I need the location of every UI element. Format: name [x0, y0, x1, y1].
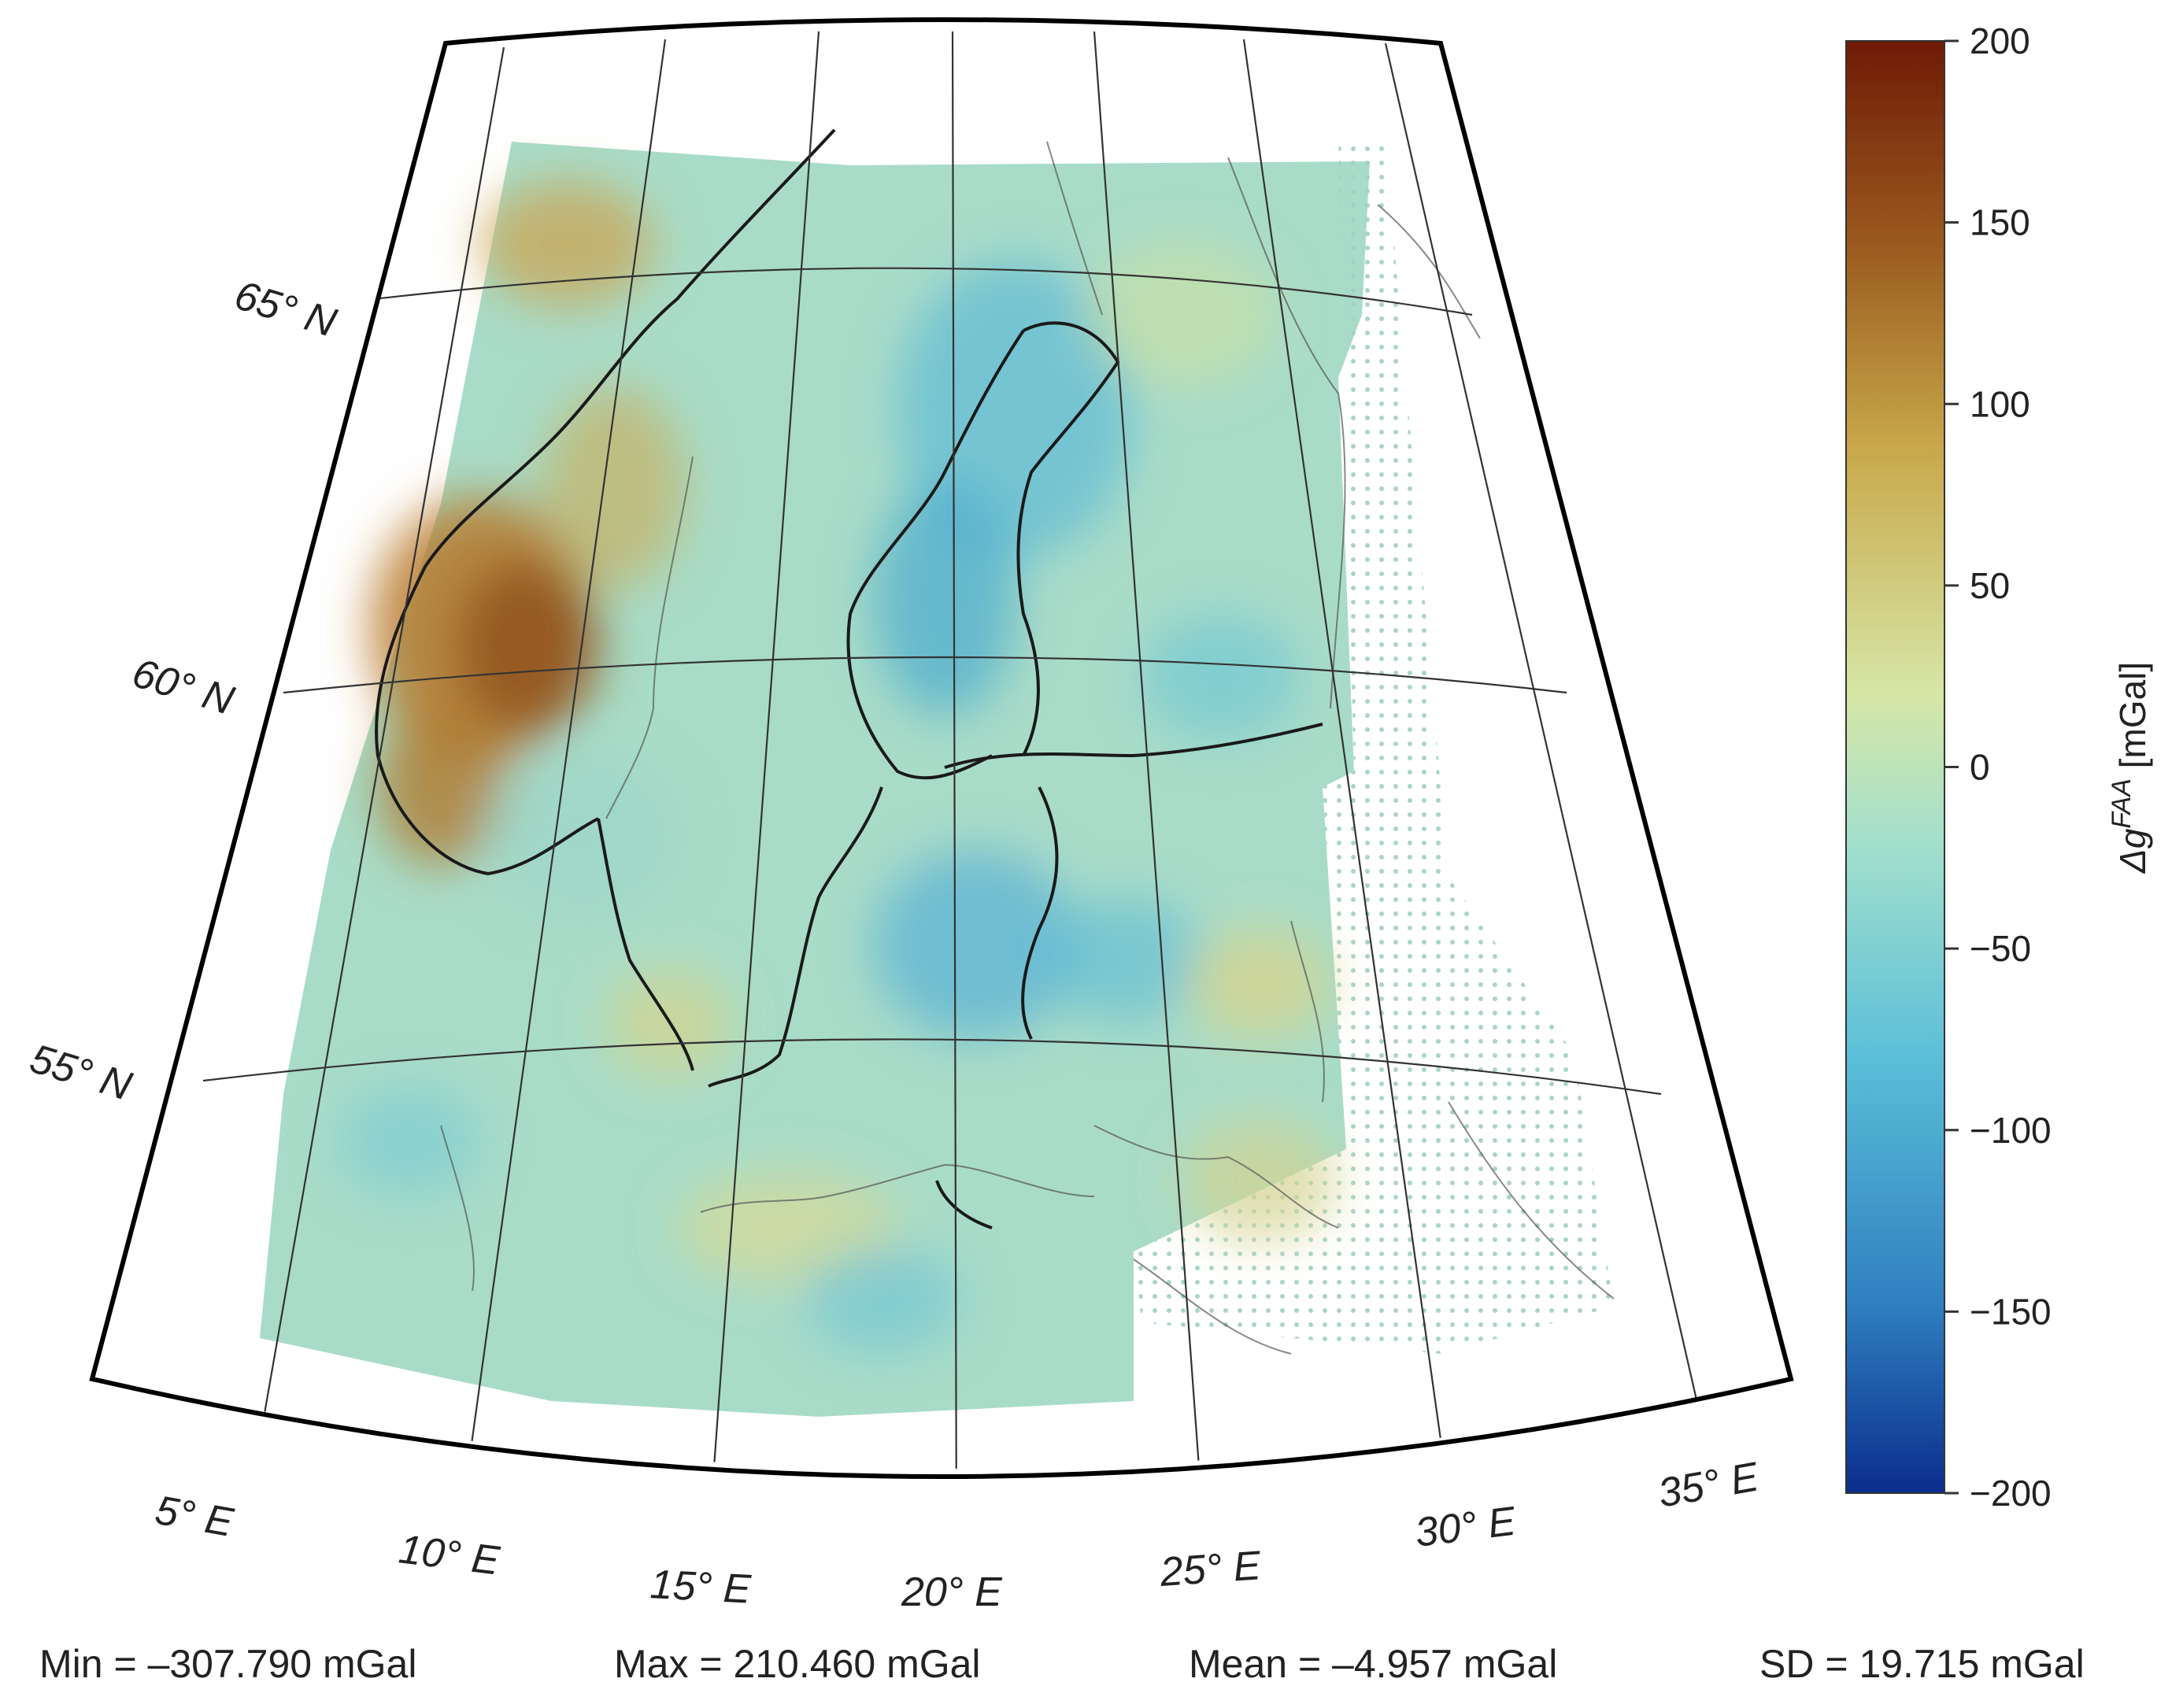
- longitude-labels: 5° E 10° E 15° E 20° E 25° E 30° E 35° E: [152, 1454, 1763, 1615]
- lon-label-30: 30° E: [1412, 1499, 1519, 1556]
- stat-mean: Mean = –4.957 mGal: [1189, 1642, 1558, 1686]
- colorbar-tick-label: 0: [1970, 747, 1990, 788]
- map-area: [260, 128, 1615, 1417]
- colorbar-tick-label: 50: [1970, 565, 2010, 606]
- lon-label-5: 5° E: [152, 1488, 238, 1547]
- lon-label-35: 35° E: [1655, 1454, 1763, 1517]
- lat-label-55: 55° N: [24, 1036, 136, 1110]
- country-borders: [440, 141, 1615, 1355]
- colorbar-gradient: [1845, 40, 1945, 1494]
- lat-label-65: 65° N: [229, 272, 341, 346]
- stat-max: Max = 210.460 mGal: [614, 1642, 981, 1686]
- lon-label-20: 20° E: [901, 1569, 1003, 1615]
- colorbar: 200 150 100 50 0 −50 −100 −150 −200 ΔgFAA [mGal]: [1845, 20, 2153, 1514]
- lat-label-60: 60° N: [127, 650, 239, 724]
- lon-label-10: 10° E: [397, 1526, 503, 1584]
- lon-label-15: 15° E: [649, 1562, 753, 1613]
- colorbar-tick-label: −50: [1970, 928, 2031, 969]
- graticule: [202, 31, 1702, 1469]
- colorbar-tick-label: 200: [1970, 20, 2030, 61]
- lon-label-25: 25° E: [1158, 1543, 1264, 1595]
- stat-sd: SD = 19.715 mGal: [1759, 1642, 2085, 1686]
- sparse-data-region: [1134, 142, 1614, 1354]
- colorbar-tick-label: −150: [1970, 1291, 2052, 1332]
- colorbar-label: ΔgFAA [mGal]: [2107, 662, 2153, 874]
- colorbar-tick-label: −200: [1970, 1473, 2052, 1514]
- map-frame: [89, 17, 1794, 1479]
- colorbar-tick-label: 100: [1970, 383, 2030, 424]
- stat-min: Min = –307.790 mGal: [39, 1642, 417, 1686]
- colorbar-ticks: 200 150 100 50 0 −50 −100 −150 −200: [1944, 20, 2052, 1514]
- colorbar-tick-label: −100: [1970, 1110, 2052, 1151]
- anomaly-patterns: [339, 181, 1338, 1354]
- coastlines: [375, 128, 1323, 1229]
- colorbar-tick-label: 150: [1970, 202, 2030, 243]
